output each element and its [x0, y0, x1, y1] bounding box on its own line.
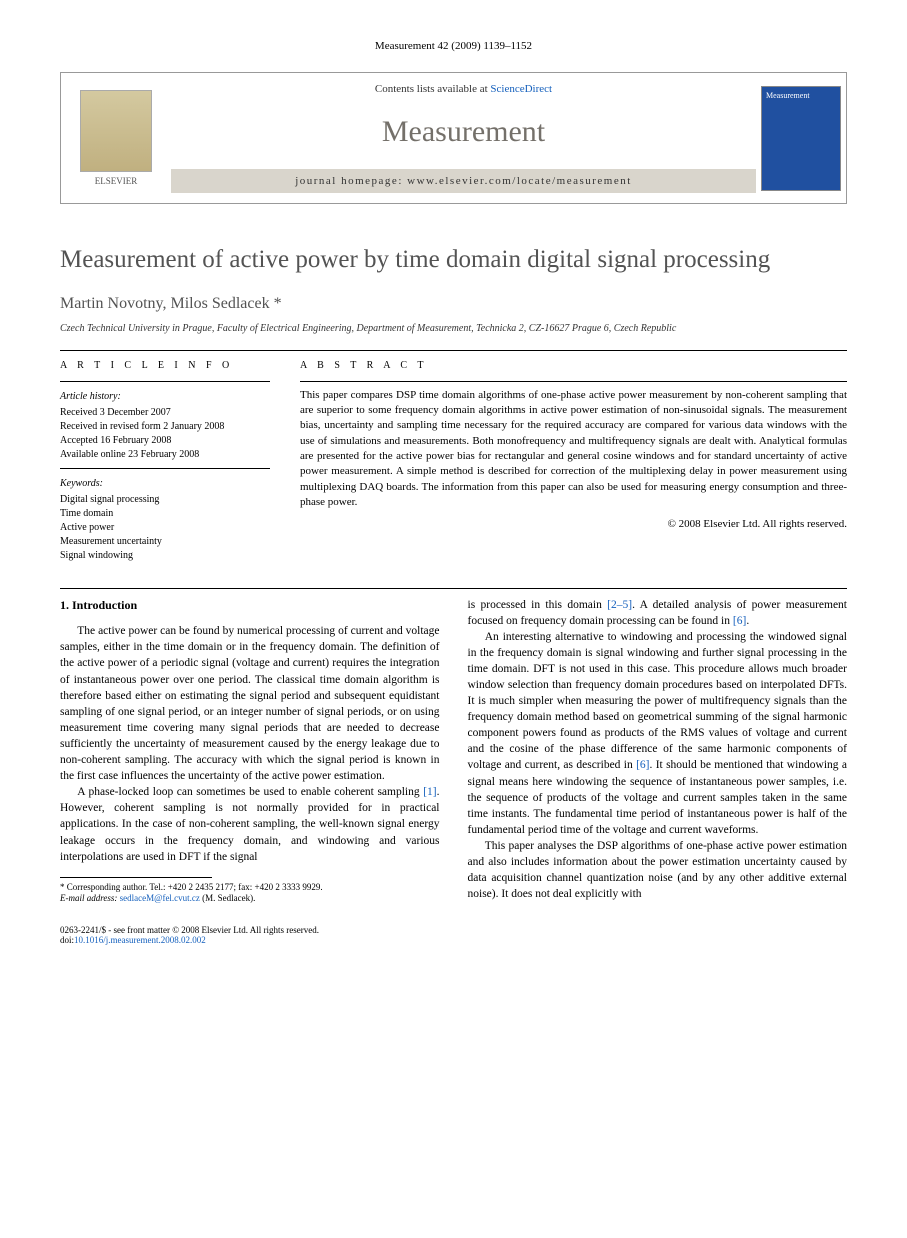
sciencedirect-link[interactable]: ScienceDirect	[490, 83, 552, 95]
keyword: Signal windowing	[60, 549, 270, 563]
keyword: Active power	[60, 521, 270, 535]
abstract-text: This paper compares DSP time domain algo…	[300, 388, 847, 511]
abstract-column: A B S T R A C T This paper compares DSP …	[300, 359, 847, 563]
text-span: An interesting alternative to windowing …	[468, 631, 848, 772]
email-link[interactable]: sedlaceM@fel.cvut.cz	[120, 893, 200, 903]
doi-block: 0263-2241/$ - see front matter © 2008 El…	[60, 925, 847, 945]
journal-center: Contents lists available at ScienceDirec…	[171, 73, 756, 203]
header-citation: Measurement 42 (2009) 1139–1152	[60, 40, 847, 52]
doi-line: doi:10.1016/j.measurement.2008.02.002	[60, 935, 847, 945]
paragraph: is processed in this domain [2–5]. A det…	[468, 597, 848, 629]
online-date: Available online 23 February 2008	[60, 448, 270, 462]
accepted-date: Accepted 16 February 2008	[60, 434, 270, 448]
reference-link[interactable]: [6]	[636, 759, 649, 771]
keyword: Time domain	[60, 507, 270, 521]
doi-label: doi:	[60, 935, 74, 945]
section-heading: 1. Introduction	[60, 597, 440, 614]
divider	[60, 588, 847, 589]
received-date: Received 3 December 2007	[60, 406, 270, 420]
journal-name: Measurement	[382, 115, 545, 149]
paragraph: A phase-locked loop can sometimes be use…	[60, 784, 440, 864]
keywords-label: Keywords:	[60, 477, 270, 491]
abstract-heading: A B S T R A C T	[300, 359, 847, 373]
elsevier-logo: ELSEVIER	[61, 73, 171, 203]
publisher-name: ELSEVIER	[95, 176, 138, 186]
paragraph: An interesting alternative to windowing …	[468, 629, 848, 838]
keyword: Measurement uncertainty	[60, 535, 270, 549]
body-text: 1. Introduction The active power can be …	[60, 597, 847, 906]
journal-header-box: ELSEVIER Contents lists available at Sci…	[60, 72, 847, 204]
text-span: .	[746, 615, 749, 627]
contents-available-line: Contents lists available at ScienceDirec…	[375, 83, 552, 95]
text-span: A phase-locked loop can sometimes be use…	[77, 786, 423, 798]
footnote-rule	[60, 877, 212, 878]
abstract-copyright: © 2008 Elsevier Ltd. All rights reserved…	[300, 517, 847, 532]
reference-link[interactable]: [2–5]	[607, 599, 632, 611]
article-info-heading: A R T I C L E I N F O	[60, 359, 270, 373]
text-span: is processed in this domain	[468, 599, 608, 611]
elsevier-tree-icon	[80, 90, 152, 172]
corresponding-author-footnote: * Corresponding author. Tel.: +420 2 243…	[60, 882, 440, 894]
journal-homepage-bar: journal homepage: www.elsevier.com/locat…	[171, 169, 756, 193]
article-affiliation: Czech Technical University in Prague, Fa…	[60, 323, 847, 334]
divider	[60, 350, 847, 351]
keyword: Digital signal processing	[60, 493, 270, 507]
history-label: Article history:	[60, 390, 270, 404]
front-matter-line: 0263-2241/$ - see front matter © 2008 El…	[60, 925, 847, 935]
reference-link[interactable]: [1]	[423, 786, 436, 798]
email-footnote: E-mail address: sedlaceM@fel.cvut.cz (M.…	[60, 893, 440, 905]
revised-date: Received in revised form 2 January 2008	[60, 420, 270, 434]
email-label: E-mail address:	[60, 893, 120, 903]
email-after: (M. Sedlacek).	[200, 893, 255, 903]
doi-link[interactable]: 10.1016/j.measurement.2008.02.002	[74, 935, 206, 945]
paragraph: The active power can be found by numeric…	[60, 623, 440, 784]
paragraph: This paper analyses the DSP algorithms o…	[468, 838, 848, 902]
article-info-column: A R T I C L E I N F O Article history: R…	[60, 359, 270, 563]
reference-link[interactable]: [6]	[733, 615, 746, 627]
article-title: Measurement of active power by time doma…	[60, 244, 847, 277]
article-authors: Martin Novotny, Milos Sedlacek *	[60, 295, 847, 313]
contents-text: Contents lists available at	[375, 83, 490, 95]
journal-cover-thumbnail: Measurement	[756, 73, 846, 203]
cover-image: Measurement	[761, 86, 841, 191]
